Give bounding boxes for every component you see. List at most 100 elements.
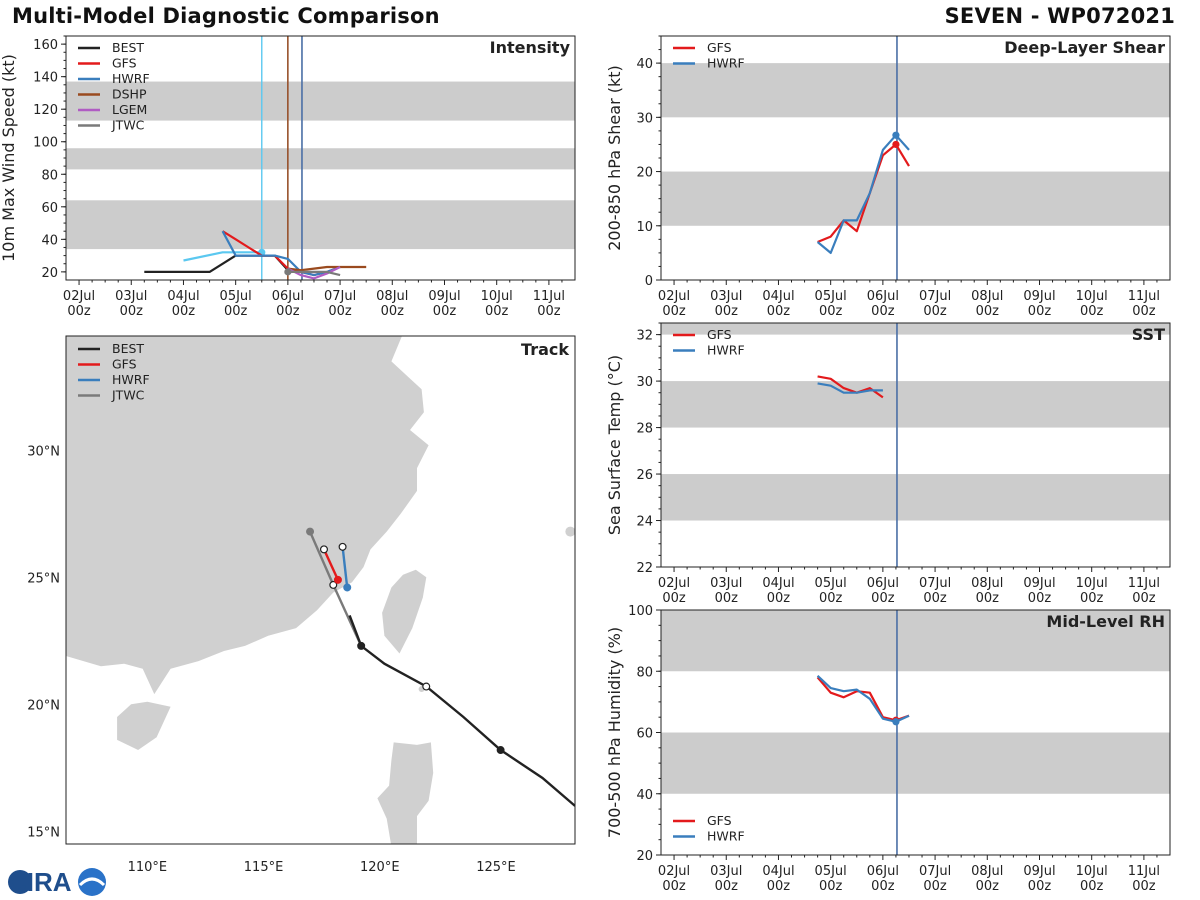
track-ytick-label: 30°N bbox=[27, 444, 60, 459]
intensity-ytick-label: 140 bbox=[33, 71, 58, 86]
intensity-legend-label: GFS bbox=[112, 56, 137, 71]
intensity-legend-label: LGEM bbox=[112, 102, 147, 117]
shear-title: Deep-Layer Shear bbox=[1004, 38, 1165, 57]
track-ytick-label: 20°N bbox=[27, 698, 60, 713]
shear-xtick-label: 10Jul bbox=[1076, 289, 1108, 304]
sst-xtick-sub: 00z bbox=[767, 591, 791, 606]
shear-xtick-sub: 00z bbox=[1080, 304, 1104, 319]
shear-ytick-label: 0 bbox=[645, 274, 653, 289]
track-line-best bbox=[348, 614, 575, 807]
rh-xtick-label: 07Jul bbox=[919, 864, 951, 879]
shear-band bbox=[661, 171, 1170, 226]
sst-xtick-label: 06Jul bbox=[867, 576, 899, 591]
intensity-series-hwrf bbox=[221, 230, 341, 277]
sst-legend-label: GFS bbox=[707, 327, 732, 342]
rh-xtick-sub: 00z bbox=[662, 879, 686, 894]
sst-ytick-label: 24 bbox=[636, 515, 653, 530]
shear-ytick-label: 10 bbox=[636, 220, 653, 235]
intensity-xtick-sub: 00z bbox=[276, 304, 300, 319]
track-xtick-label: 125°E bbox=[476, 860, 516, 875]
shear-xtick-label: 06Jul bbox=[867, 289, 899, 304]
intensity-xtick-sub: 00z bbox=[328, 304, 352, 319]
track-legend-label: HWRF bbox=[112, 372, 150, 387]
logo-text: CIRA bbox=[8, 867, 72, 897]
track-xtick-label: 110°E bbox=[128, 860, 168, 875]
sst-xtick-label: 05Jul bbox=[815, 576, 847, 591]
sst-xtick-sub: 00z bbox=[871, 591, 895, 606]
sst-ytick-label: 28 bbox=[636, 422, 653, 437]
track-ytick-label: 15°N bbox=[27, 825, 60, 840]
track-marker-best bbox=[357, 641, 366, 650]
shear-xtick-sub: 00z bbox=[767, 304, 791, 319]
land-okinawa bbox=[565, 526, 575, 537]
sst-xtick-label: 03Jul bbox=[710, 576, 742, 591]
rh-xtick-label: 02Jul bbox=[658, 864, 690, 879]
sst-ytick-label: 26 bbox=[636, 468, 653, 483]
rh-xtick-label: 09Jul bbox=[1023, 864, 1055, 879]
intensity-title: Intensity bbox=[490, 38, 571, 57]
intensity-ytick-label: 60 bbox=[41, 201, 58, 216]
shear-marker-gfs bbox=[892, 140, 900, 149]
rh-xtick-sub: 00z bbox=[1028, 879, 1052, 894]
sst-ytick-label: 22 bbox=[636, 561, 653, 576]
track-line-hwrf bbox=[341, 546, 349, 588]
intensity-series-jtwc bbox=[287, 270, 341, 277]
shear-ylabel: 200-850 hPa Shear (kt) bbox=[605, 65, 624, 251]
land-layer bbox=[66, 336, 575, 844]
rh-ytick-label: 20 bbox=[636, 849, 653, 864]
shear-band bbox=[661, 63, 1170, 118]
sst-band bbox=[661, 323, 1170, 335]
intensity-series-best bbox=[144, 254, 289, 273]
shear-xtick-label: 07Jul bbox=[919, 289, 951, 304]
shear-xtick-sub: 00z bbox=[715, 304, 739, 319]
intensity-ytick-label: 160 bbox=[33, 38, 58, 53]
rh-xtick-label: 06Jul bbox=[867, 864, 899, 879]
sst-xtick-sub: 00z bbox=[1132, 591, 1156, 606]
intensity-xtick-sub: 00z bbox=[120, 304, 144, 319]
intensity-series-cursor bbox=[183, 251, 262, 262]
track-line-gfs bbox=[322, 548, 339, 581]
intensity-legend-label: HWRF bbox=[112, 71, 150, 86]
shear-xtick-label: 02Jul bbox=[658, 289, 690, 304]
intensity-xtick-label: 09Jul bbox=[428, 289, 460, 304]
intensity-legend-label: JTWC bbox=[111, 118, 145, 133]
track-marker-gfs bbox=[333, 575, 342, 584]
shear-marker-hwrf bbox=[892, 131, 900, 139]
rh-xtick-label: 11Jul bbox=[1128, 864, 1160, 879]
intensity-legend-label: BEST bbox=[112, 40, 144, 55]
rh-title: Mid-Level RH bbox=[1046, 612, 1165, 631]
track-marker-hwrf bbox=[343, 583, 352, 592]
shear-xtick-label: 08Jul bbox=[971, 289, 1003, 304]
intensity-xtick-sub: 00z bbox=[537, 304, 561, 319]
rh-ytick-label: 100 bbox=[628, 604, 653, 619]
rh-xtick-label: 10Jul bbox=[1076, 864, 1108, 879]
intensity-xtick-label: 04Jul bbox=[167, 289, 199, 304]
shear-xtick-sub: 00z bbox=[819, 304, 843, 319]
shear-xtick-sub: 00z bbox=[1132, 304, 1156, 319]
intensity-xtick-sub: 00z bbox=[433, 304, 457, 319]
track-marker-best bbox=[422, 682, 431, 691]
track-panel: 110°E 115°E 120°E 125°E 15°N 20°N 25°N 30°N Trac… bbox=[27, 335, 576, 875]
sst-xtick-sub: 00z bbox=[976, 591, 1000, 606]
track-title: Track bbox=[521, 340, 569, 359]
rh-xtick-label: 08Jul bbox=[971, 864, 1003, 879]
sst-band bbox=[661, 474, 1170, 521]
shear-panel: 01020304002Jul00z03Jul00z04Jul00z05Jul00… bbox=[605, 35, 1171, 319]
sst-panel: 22242628303202Jul00z03Jul00z04Jul00z05Ju… bbox=[605, 322, 1171, 606]
shear-ytick-label: 30 bbox=[636, 111, 653, 126]
shear-ytick-label: 20 bbox=[636, 166, 653, 181]
track-marker-jtwc bbox=[329, 580, 338, 589]
rh-series-gfs bbox=[816, 676, 910, 722]
sst-series-hwrf bbox=[817, 382, 883, 394]
rh-xtick-sub: 00z bbox=[976, 879, 1000, 894]
sst-xtick-sub: 00z bbox=[1080, 591, 1104, 606]
land-hainan bbox=[117, 701, 171, 750]
sst-xtick-sub: 00z bbox=[923, 591, 947, 606]
shear-ytick-label: 40 bbox=[636, 57, 653, 72]
sst-xtick-sub: 00z bbox=[1028, 591, 1052, 606]
rh-xtick-sub: 00z bbox=[923, 879, 947, 894]
sst-xtick-label: 08Jul bbox=[971, 576, 1003, 591]
rh-xtick-label: 05Jul bbox=[815, 864, 847, 879]
intensity-ytick-label: 120 bbox=[33, 103, 58, 118]
track-legend-label: GFS bbox=[112, 357, 137, 372]
